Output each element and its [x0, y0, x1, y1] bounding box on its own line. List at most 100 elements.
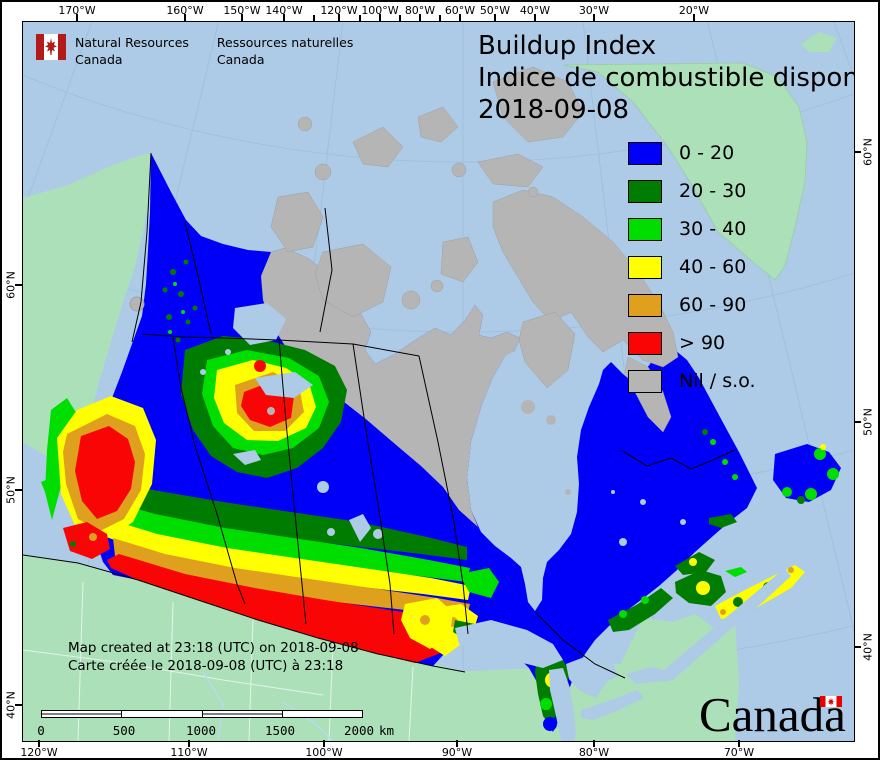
legend-swatch [628, 141, 662, 165]
title-date: 2018-09-08 [478, 95, 630, 125]
legend-label: Nil / s.o. [679, 370, 756, 392]
axis-tick-right [854, 421, 861, 423]
axis-label-right: 60°N [861, 138, 875, 166]
axis-tick-top-minor [313, 15, 315, 21]
scale-bar-number: 500 [112, 723, 136, 738]
title-line-en: Buildup Index [478, 31, 657, 61]
legend-label: 40 - 60 [679, 256, 747, 278]
axis-tick-bottom [38, 740, 40, 747]
scale-bar-number: 0 [37, 723, 45, 738]
axis-label-top: 120°W [320, 4, 358, 17]
axis-label-bottom: 120°W [20, 746, 58, 759]
axis-tick-top [184, 14, 186, 21]
hudson-bay [467, 348, 603, 611]
axis-tick-right [854, 151, 861, 153]
nrcan-name-fr: Ressources naturelles Canada [216, 35, 354, 67]
belcher-islands [565, 489, 571, 495]
vancouver-island [63, 522, 110, 559]
us-rivers [202, 671, 334, 741]
axis-tick-bottom [323, 740, 325, 747]
tundra-nil [261, 248, 520, 527]
legend-row: 20 - 30 [628, 172, 756, 210]
scale-bar-unit: km [379, 723, 395, 738]
axis-label-top: 160°W [166, 4, 204, 17]
axis-label-top: 20°W [678, 4, 710, 17]
legend-swatch [628, 179, 662, 203]
axis-tick-top-minor [439, 15, 441, 21]
legend-label: 0 - 20 [679, 142, 735, 164]
axis-label-right: 50°N [861, 408, 875, 436]
bui-regions [41, 259, 841, 731]
created-note: Map created at 23:18 (UTC) on 2018-09-08… [68, 639, 359, 675]
axis-tick-top [241, 14, 243, 21]
nrcan-signature: Natural Resources Canada Ressources natur… [36, 34, 353, 68]
axis-tick-top [534, 14, 536, 21]
created-note-en: Map created at 23:18 (UTC) on 2018-09-08 [68, 640, 359, 656]
legend-swatch [628, 293, 662, 317]
legend-row: Nil / s.o. [628, 362, 756, 400]
axis-tick-bottom [593, 740, 595, 747]
axis-label-bottom: 80°W [578, 746, 610, 759]
axis-label-top: 50°W [479, 4, 511, 17]
axis-tick-top-minor [359, 15, 361, 21]
axis-tick-left [15, 489, 22, 491]
alaska [23, 153, 151, 467]
iceland [801, 32, 837, 52]
pei [725, 567, 747, 577]
axis-label-top: 150°W [223, 4, 261, 17]
axis-tick-bottom [188, 740, 190, 747]
axis-tick-top [494, 14, 496, 21]
axis-label-bottom: 70°W [723, 746, 755, 759]
mansel-island [546, 415, 556, 425]
axis-tick-top [283, 14, 285, 21]
axis-label-bottom: 100°W [305, 746, 343, 759]
legend-row: 0 - 20 [628, 134, 756, 172]
arctic-islands [270, 66, 679, 433]
axis-tick-top [379, 14, 381, 21]
axis-tick-right [854, 646, 861, 648]
axis-tick-top [338, 14, 340, 21]
legend: 0 - 20 20 - 30 30 - 40 40 - 60 60 - 90 > 90 Ni… [628, 134, 756, 400]
axis-label-top: 40°W [519, 4, 551, 17]
scale-bar-number: 2000 [343, 723, 375, 738]
axis-tick-left [15, 284, 22, 286]
canada-flag-icon [36, 34, 66, 60]
axis-tick-bottom [456, 740, 458, 747]
canada-wordmark-flag-icon [820, 696, 842, 707]
axis-tick-top-minor [399, 15, 401, 21]
axis-label-bottom: 90°W [441, 746, 473, 759]
axis-label-top: 140°W [265, 4, 303, 17]
legend-row: > 90 [628, 324, 756, 362]
axis-tick-top [693, 14, 695, 21]
yukon-nil-spot [129, 296, 145, 312]
legend-swatch [628, 217, 662, 241]
legend-row: 60 - 90 [628, 286, 756, 324]
axis-tick-top [419, 14, 421, 21]
axis-tick-top [593, 14, 595, 21]
legend-swatch [628, 331, 662, 355]
borders [23, 152, 736, 679]
coats-island [521, 400, 535, 414]
axis-tick-bottom [738, 740, 740, 747]
legend-label: 20 - 30 [679, 180, 747, 202]
scale-bar-graphic [41, 710, 363, 718]
created-note-fr: Carte créée le 2018-09-08 (UTC) à 23:18 [68, 658, 344, 674]
legend-row: 40 - 60 [628, 248, 756, 286]
lakes [200, 303, 791, 741]
scale-bar-number: 1000 [185, 723, 217, 738]
axis-label-bottom: 110°W [170, 746, 208, 759]
legend-row: 30 - 40 [628, 210, 756, 248]
nrcan-name-en: Natural Resources Canada [75, 35, 189, 67]
legend-label: > 90 [679, 332, 726, 354]
canada-map [23, 22, 854, 741]
legend-label: 30 - 40 [679, 218, 747, 240]
legend-label: 60 - 90 [679, 294, 747, 316]
axis-label-top: 80°W [404, 4, 436, 17]
axis-label-top: 30°W [578, 4, 610, 17]
legend-swatch [628, 369, 662, 393]
map-frame: Natural Resources Canada Ressources natur… [22, 21, 855, 742]
axis-tick-top [76, 14, 78, 21]
axis-label-top: 170°W [58, 4, 96, 17]
axis-label-right: 40°N [861, 633, 875, 661]
